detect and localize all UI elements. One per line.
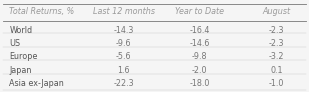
Text: World: World xyxy=(9,26,32,35)
Text: -9.8: -9.8 xyxy=(192,52,207,61)
Text: -5.6: -5.6 xyxy=(116,52,131,61)
Text: Year to Date: Year to Date xyxy=(175,7,224,16)
Text: 1.6: 1.6 xyxy=(117,66,130,75)
Text: -9.6: -9.6 xyxy=(116,39,131,48)
Text: August: August xyxy=(262,7,291,16)
Text: 0.1: 0.1 xyxy=(270,66,283,75)
Text: -14.6: -14.6 xyxy=(189,39,210,48)
Text: Japan: Japan xyxy=(9,66,32,75)
Text: -18.0: -18.0 xyxy=(189,79,210,88)
Text: US: US xyxy=(9,39,20,48)
Text: Asia ex-Japan: Asia ex-Japan xyxy=(9,79,64,88)
Text: -14.3: -14.3 xyxy=(113,26,134,35)
Text: -1.0: -1.0 xyxy=(269,79,284,88)
Text: Last 12 months: Last 12 months xyxy=(93,7,154,16)
Text: -3.2: -3.2 xyxy=(269,52,284,61)
Text: -16.4: -16.4 xyxy=(189,26,210,35)
Text: -2.3: -2.3 xyxy=(269,26,284,35)
Text: -2.0: -2.0 xyxy=(192,66,207,75)
Text: Total Returns, %: Total Returns, % xyxy=(9,7,74,16)
Text: -22.3: -22.3 xyxy=(113,79,134,88)
Text: -2.3: -2.3 xyxy=(269,39,284,48)
Text: Europe: Europe xyxy=(9,52,38,61)
